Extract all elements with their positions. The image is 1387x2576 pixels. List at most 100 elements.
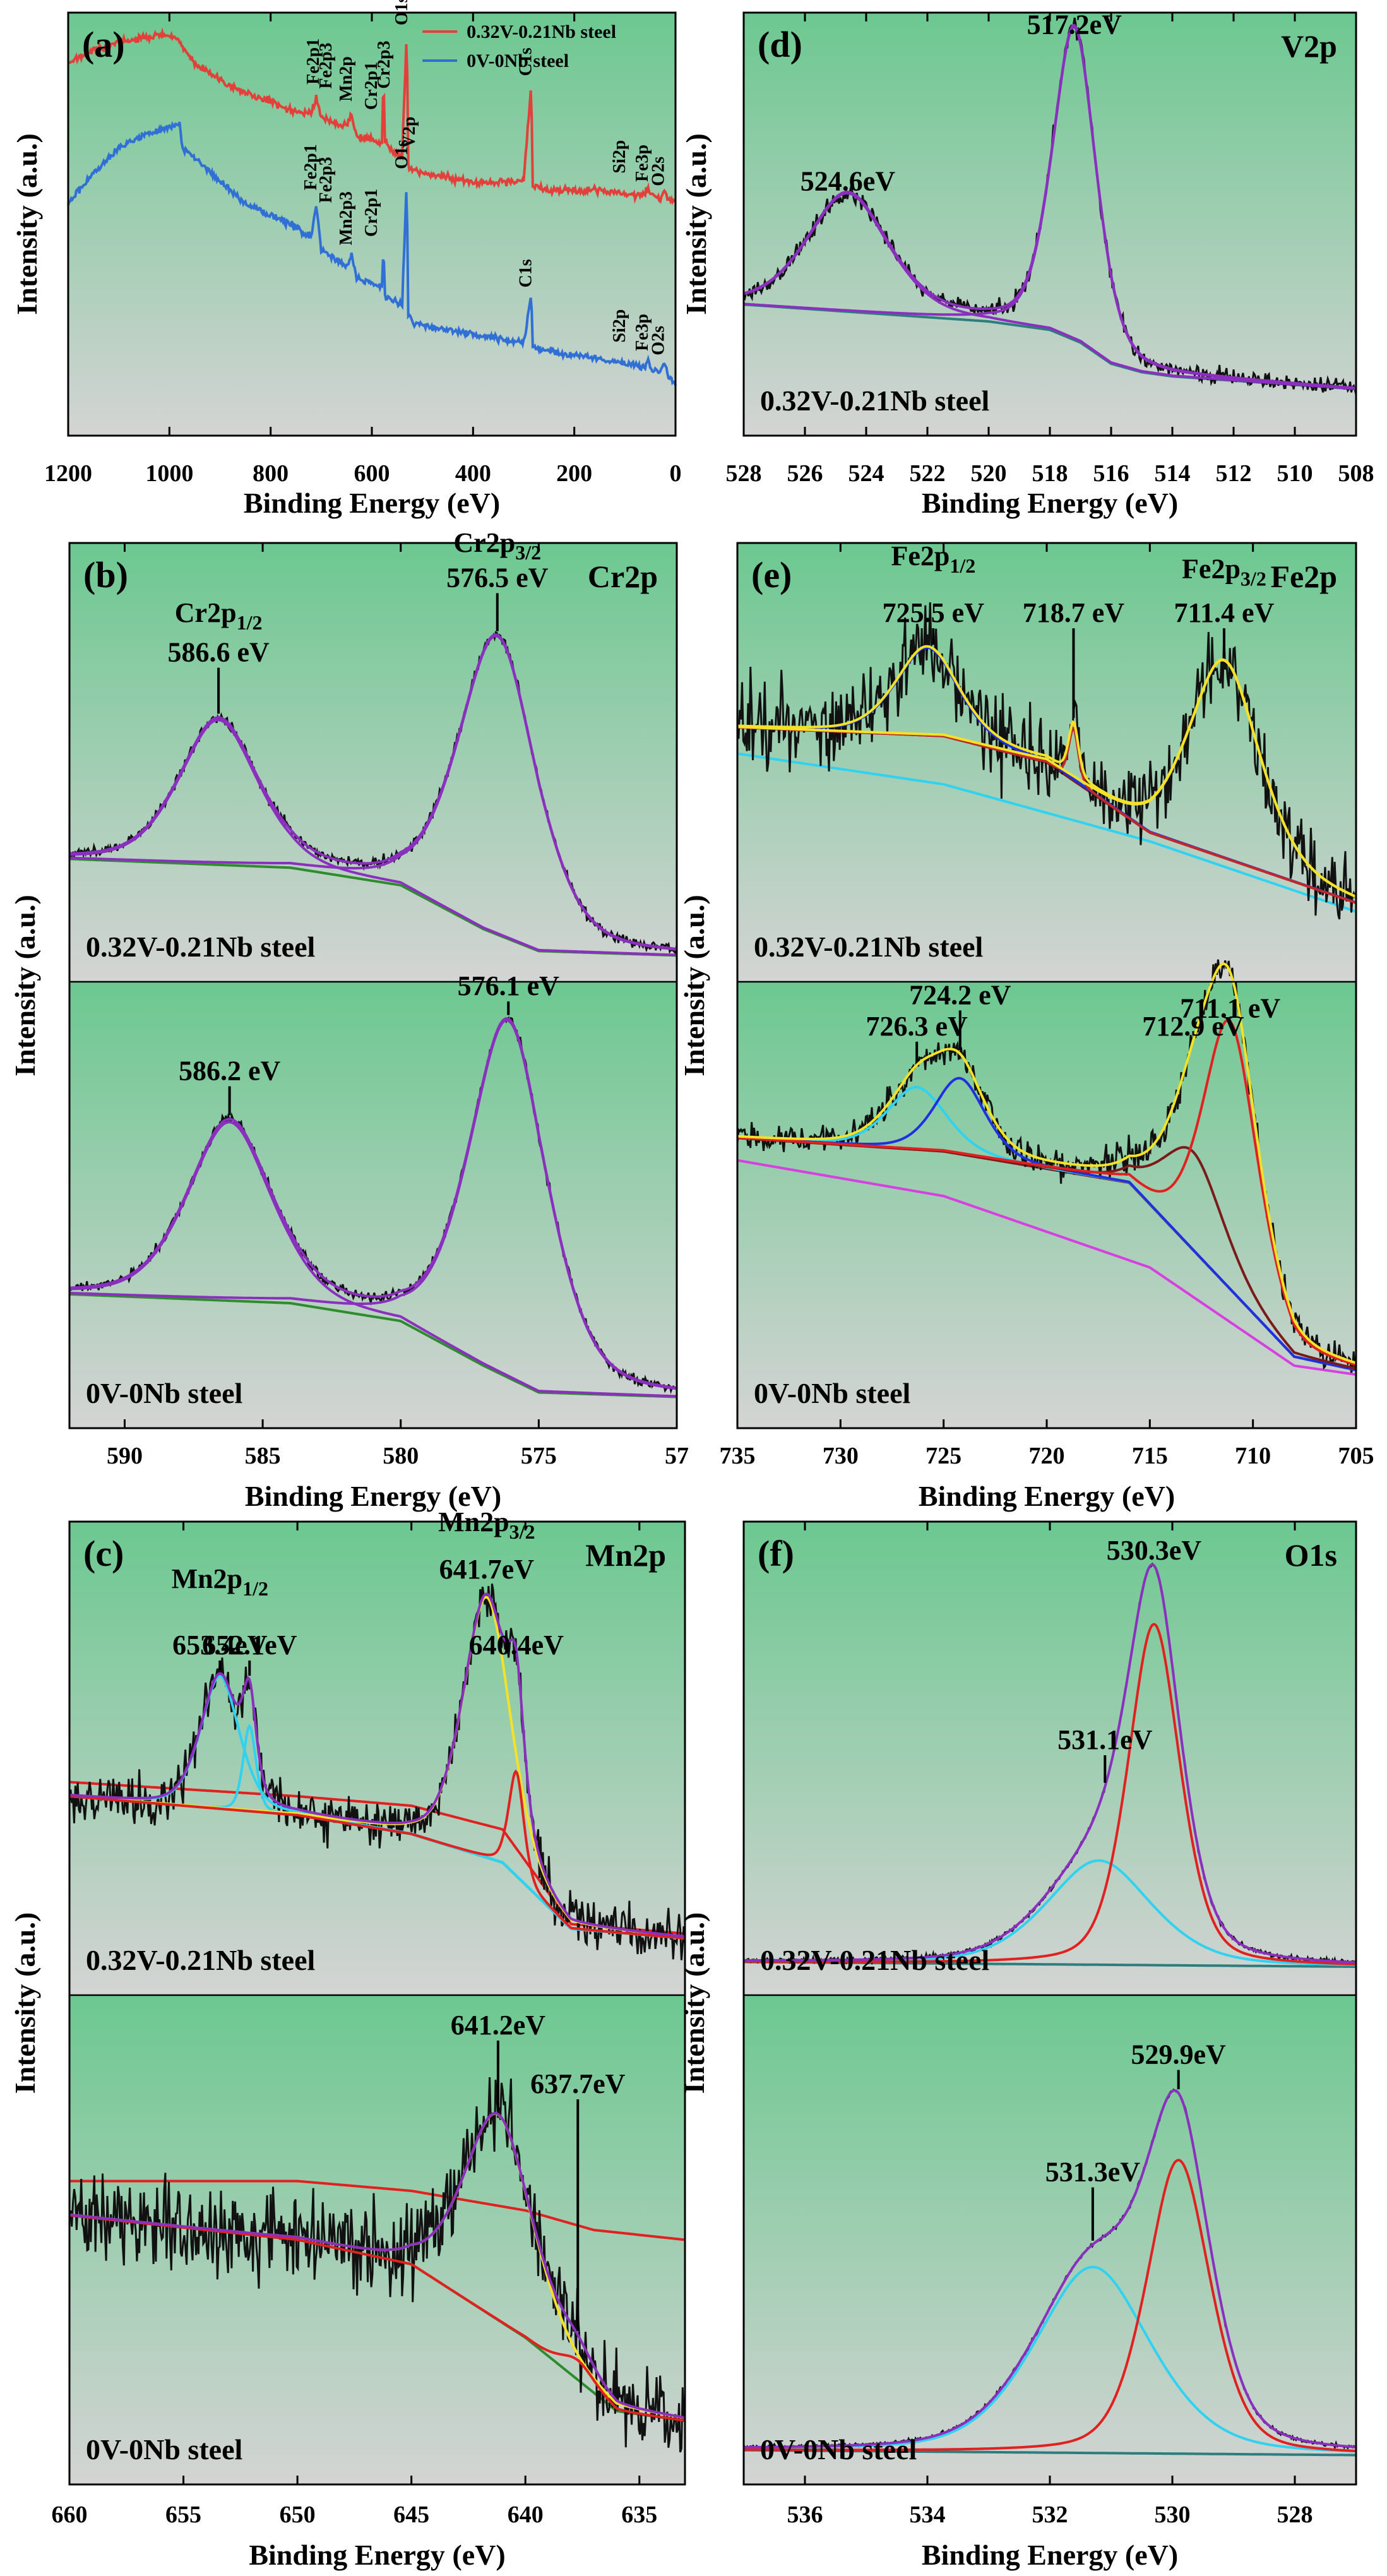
y-axis-label: Intensity (a.u.): [678, 1912, 710, 2094]
peak-label: 524.6eV: [801, 165, 896, 196]
x-axis-label: Binding Energy (eV): [249, 2539, 505, 2571]
survey-peak-label: Fe2p1: [301, 144, 321, 190]
plot-frame: [68, 542, 678, 1429]
x-tick-label: 635: [621, 2501, 657, 2528]
peak-label: Fe2p1/2: [891, 540, 975, 577]
x-tick-label: 705: [1338, 1443, 1374, 1469]
survey-peak-label: O1s: [392, 140, 412, 169]
peak-label: 724.2 eV: [909, 979, 1011, 1010]
x-tick-label: 735: [720, 1443, 756, 1469]
x-tick-label: 522: [910, 460, 946, 487]
peak-label: 711.4 eV: [1174, 597, 1274, 628]
x-tick-label: 710: [1235, 1443, 1271, 1469]
plot-frame: [68, 1520, 686, 2486]
peak-label: 586.6 eV: [167, 637, 270, 668]
x-axis-label: Binding Energy (eV): [245, 1480, 501, 1512]
x-tick-label: 600: [354, 460, 390, 487]
x-tick-label: 725: [926, 1443, 961, 1469]
x-tick-label: 1000: [145, 460, 193, 487]
x-tick-label: 655: [165, 2501, 201, 2528]
x-tick-label: 1200: [44, 460, 92, 487]
panel-e: 0.32V-0.21Nb steel Fe2p1/2 725.5 eV 718.7 e…: [678, 540, 1374, 1512]
peak-label: 576.5 eV: [446, 563, 549, 593]
fit-peak-530.3: [744, 1623, 1357, 1966]
panel-label: (d): [758, 24, 802, 65]
x-tick-label: 536: [787, 2501, 823, 2528]
survey-peak-label: V2p: [400, 117, 419, 148]
survey-peak-label: Cr2p3: [374, 40, 394, 88]
sample-label: 0.32V-0.21Nb steel: [86, 931, 315, 963]
peak-label: 531.3eV: [1045, 2157, 1141, 2188]
x-tick-label: 516: [1093, 460, 1129, 487]
peak-label: 586.2 eV: [179, 1056, 281, 1087]
survey-peak-label: O2s: [649, 326, 669, 355]
x-tick-label: 200: [556, 460, 592, 487]
x-tick-label: 534: [910, 2501, 946, 2528]
y-axis-label: Intensity (a.u.): [680, 133, 712, 315]
panel-label: (e): [751, 554, 792, 595]
x-tick-label: 660: [52, 2501, 88, 2528]
x-tick-label: 512: [1216, 460, 1252, 487]
x-tick-label: 645: [393, 2501, 429, 2528]
raw-data-line: [68, 2077, 686, 2453]
x-tick-label: 526: [787, 460, 823, 487]
fit-peak-640.4: [69, 1769, 686, 1940]
x-tick-label: 575: [521, 1443, 557, 1469]
peak-label: 517.2eV: [1027, 9, 1122, 40]
x-tick-label: 640: [508, 2501, 544, 2528]
panel-d: 0.32V-0.21Nb steel 517.2eV 524.6eV 528 526 52…: [680, 9, 1374, 520]
peak-label: Fe2p3/2: [1182, 554, 1266, 590]
peak-label: 637.7eV: [530, 2068, 626, 2099]
subpanel-area: [737, 982, 1356, 1428]
sample-label: 0.32V-0.21Nb steel: [760, 385, 989, 417]
x-axis-label: Binding Energy (eV): [922, 487, 1178, 519]
fit-envelope-line: [737, 962, 1357, 1364]
sample-label: 0V-0Nb steel: [760, 2433, 917, 2466]
survey-line-base: [67, 121, 677, 386]
raw-data-line: [736, 602, 1357, 920]
survey-peak-label: O2s: [649, 157, 669, 186]
survey-peak-label: Fe2p1: [304, 39, 323, 85]
survey-line-vnb: [67, 27, 676, 205]
peak-label: 653.4eV: [172, 1630, 268, 1661]
legend-entry: 0.32V-0.21Nb steel: [467, 21, 616, 42]
x-tick-label: 510: [1277, 460, 1313, 487]
x-tick-label: 508: [1338, 460, 1374, 487]
baseline-line: [737, 1159, 1357, 1376]
fit-peak-529.9: [744, 2159, 1357, 2452]
fit-envelope-line: [743, 23, 1357, 390]
peak-label: 640.4eV: [469, 1630, 564, 1661]
panel-label: (b): [83, 554, 128, 595]
x-tick-label: 720: [1029, 1443, 1065, 1469]
peak-label: 711.1 eV: [1180, 993, 1280, 1024]
survey-peak-label: Mn2p3: [336, 191, 356, 246]
panel-label: (c): [83, 1533, 124, 1574]
x-axis-label: Binding Energy (eV): [919, 1480, 1175, 1512]
subpanel-area: [744, 1995, 1356, 2484]
peak-label: Cr2p1/2: [175, 597, 263, 634]
peak-label: 576.1 eV: [458, 970, 560, 1001]
x-tick-label: 532: [1032, 2501, 1068, 2528]
x-tick-label: 524: [848, 460, 884, 487]
fit-envelope-line: [744, 1563, 1357, 1964]
survey-peak-label: Fe2p3: [316, 157, 336, 203]
x-tick-label: 518: [1032, 460, 1068, 487]
element-label: V2p: [1281, 28, 1337, 64]
y-axis-label: Intensity (a.u.): [11, 133, 43, 315]
survey-peak-label: Si2p: [610, 140, 629, 174]
peak-label: 531.1eV: [1057, 1724, 1153, 1755]
panel-label: (a): [82, 24, 125, 65]
survey-peak-label: Mn2p: [336, 56, 356, 102]
x-tick-label: 580: [383, 1443, 419, 1469]
x-tick-label: 590: [107, 1443, 143, 1469]
fit-envelope-line: [744, 2089, 1357, 2449]
element-label: Fe2p: [1270, 559, 1337, 594]
sample-label: 0.32V-0.21Nb steel: [760, 1944, 989, 1976]
panel-f: 0.32V-0.21Nb steel 530.3eV 531.1eV 0V-0Nb s…: [678, 1520, 1357, 2571]
peak-label: 530.3eV: [1107, 1535, 1202, 1566]
x-tick-label: 57: [665, 1443, 689, 1469]
survey-peak-label: Cr2p1: [362, 62, 381, 110]
